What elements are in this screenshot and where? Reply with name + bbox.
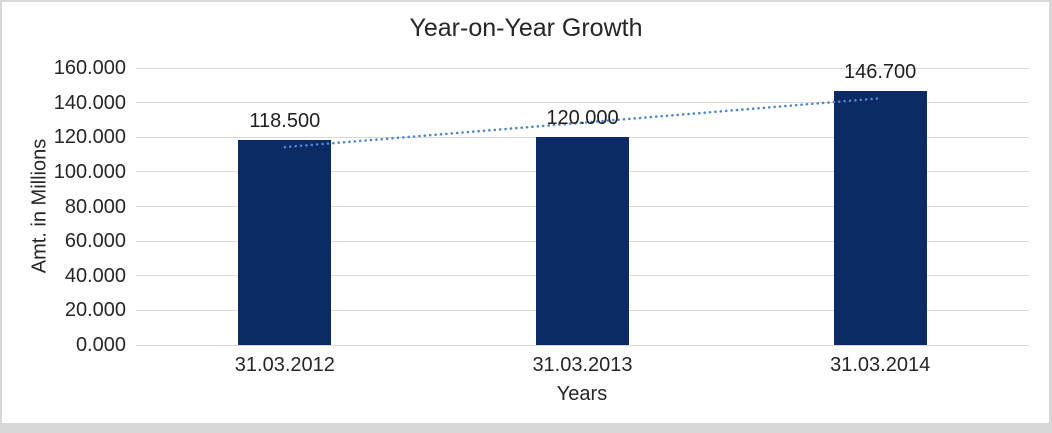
trendline-layer <box>283 96 882 149</box>
data-label: 146.700 <box>844 61 917 84</box>
x-axis-title: Years <box>556 383 608 405</box>
y-axis-tick-label: 60.000 <box>64 230 126 253</box>
y-axis-tick-label: 40.000 <box>64 264 126 287</box>
y-axis-tick-label: 0.000 <box>75 334 126 356</box>
y-axis-tick-label: 20.000 <box>64 299 126 322</box>
bar-31.03.2012[interactable] <box>238 139 332 345</box>
x-axis-tick-label: 31.03.2013 <box>532 354 633 376</box>
y-axis-tick-label: 160.000 <box>53 57 126 79</box>
y-axis-tick-label: 120.000 <box>53 126 126 149</box>
bar-31.03.2013[interactable] <box>536 137 629 345</box>
y-axis-tick-label: 80.000 <box>64 195 126 218</box>
gridline <box>136 67 1029 69</box>
gridline <box>136 102 1029 104</box>
trendline[interactable] <box>283 96 882 149</box>
y-axis-tick-labels: 0.000 20.000 40.000 60.000 80.000 100.000 120.… <box>46 0 126 433</box>
data-label: 118.500 <box>249 109 321 132</box>
chart-title: Year-on-Year Growth <box>409 14 643 42</box>
x-axis-tick-label: 31.03.2014 <box>830 354 931 376</box>
y-axis-tick-label: 100.000 <box>53 160 126 183</box>
gridline <box>136 344 1029 346</box>
x-axis-tick-label: 31.03.2012 <box>234 354 335 376</box>
y-axis-tick-label: 140.000 <box>53 91 126 114</box>
data-label: 120.000 <box>546 107 619 130</box>
bar-31.03.2014[interactable] <box>833 91 927 345</box>
plot-area: 118.500 120.000 146.700 <box>136 61 1029 346</box>
